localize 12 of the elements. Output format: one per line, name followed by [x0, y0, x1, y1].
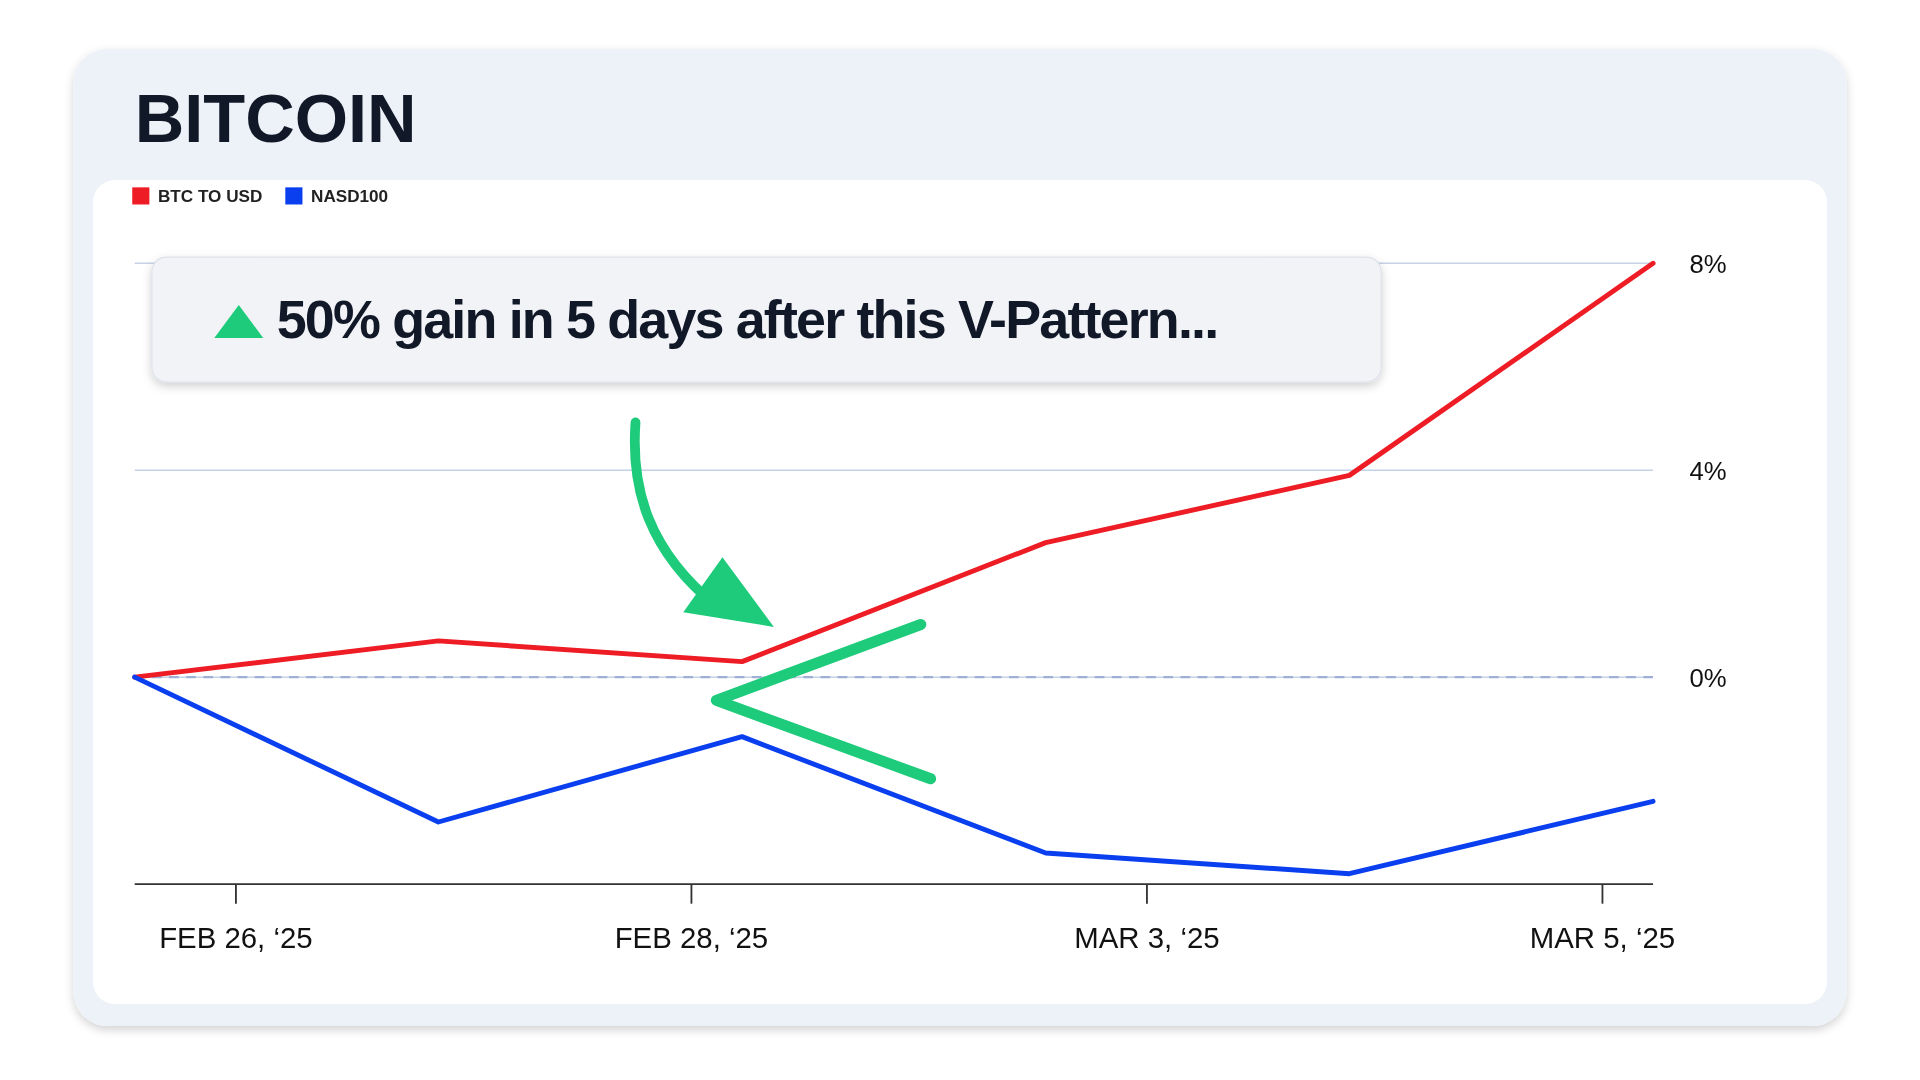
line-series: [132, 674, 1656, 877]
x-tick-label: FEB 26, ‘25: [159, 920, 313, 954]
chart-title: BITCOIN: [134, 80, 417, 158]
y-tick-label: 4%: [1689, 457, 1727, 485]
x-tick-label: FEB 28, ‘25: [614, 920, 769, 954]
y-tick-label: 0%: [1689, 663, 1727, 692]
y-tick-label: 8%: [1689, 250, 1727, 279]
legend-label: BTC TO USD: [157, 186, 263, 207]
x-tick-label: MAR 5, ‘25: [1529, 920, 1676, 954]
annotation: 50% gain in 5 days after this V-Pattern...: [276, 288, 1218, 349]
x-tick-label: MAR 3, ‘25: [1074, 920, 1220, 954]
legend-label: NASD100: [311, 186, 389, 207]
